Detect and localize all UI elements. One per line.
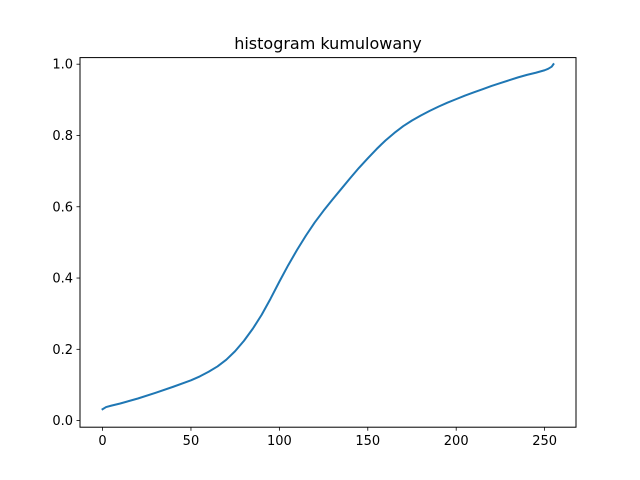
series-line	[101, 62, 555, 411]
plot-area	[79, 57, 577, 428]
x-tick-label: 250	[532, 434, 557, 449]
x-tick-label: 0	[98, 434, 106, 449]
y-tick-label: 0.2	[52, 343, 73, 358]
x-tick-label: 100	[267, 434, 292, 449]
y-tick-label: 0.0	[52, 414, 73, 429]
chart-title: histogram kumulowany	[234, 34, 422, 53]
x-tick-label: 50	[183, 434, 200, 449]
x-axis: 0 50 100 150 200 250	[98, 427, 557, 449]
y-tick-label: 1.0	[52, 58, 73, 73]
x-tick-label: 150	[355, 434, 380, 449]
y-tick-label: 0.4	[52, 272, 73, 287]
series-layer	[101, 62, 555, 411]
x-tick-label: 200	[444, 434, 469, 449]
y-axis: 0.0 0.2 0.4 0.6 0.8 1.0	[52, 58, 80, 429]
y-tick-label: 0.6	[52, 200, 73, 215]
axes-frame	[79, 57, 577, 428]
y-tick-label: 0.8	[52, 129, 73, 144]
